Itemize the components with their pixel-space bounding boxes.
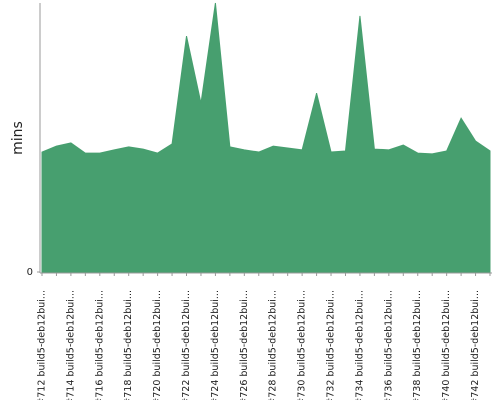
- x-tick-label: #714 build5-deb12bui...: [65, 290, 76, 400]
- x-tick-label: #734 build5-deb12bui...: [354, 290, 365, 400]
- x-tick-label: #718 build5-deb12bui...: [123, 290, 134, 400]
- x-tick-label: #712 build5-deb12bui...: [37, 290, 48, 400]
- y-tick-label: 0: [27, 267, 33, 278]
- x-tick-label: #742 build5-deb12bui...: [470, 290, 481, 400]
- x-tick-label: #738 build5-deb12bui...: [412, 290, 423, 400]
- x-tick-label: #730 build5-deb12bui...: [297, 290, 308, 400]
- area: [41, 2, 491, 273]
- x-tick-label: #728 build5-deb12bui...: [268, 290, 279, 400]
- x-tick-label: #716 build5-deb12bui...: [94, 290, 105, 400]
- x-tick-label: #732 build5-deb12bui...: [326, 290, 337, 400]
- x-tick-label: #736 build5-deb12bui...: [383, 290, 394, 400]
- x-tick-label: #720 build5-deb12bui...: [152, 290, 163, 400]
- y-axis-label: mins: [10, 121, 26, 155]
- x-tick-label: #722 build5-deb12bui...: [181, 290, 192, 400]
- x-tick-label: #740 build5-deb12bui...: [441, 290, 452, 400]
- x-tick-label: #724 build5-deb12bui...: [210, 290, 221, 400]
- x-tick-label: #726 build5-deb12bui...: [239, 290, 250, 400]
